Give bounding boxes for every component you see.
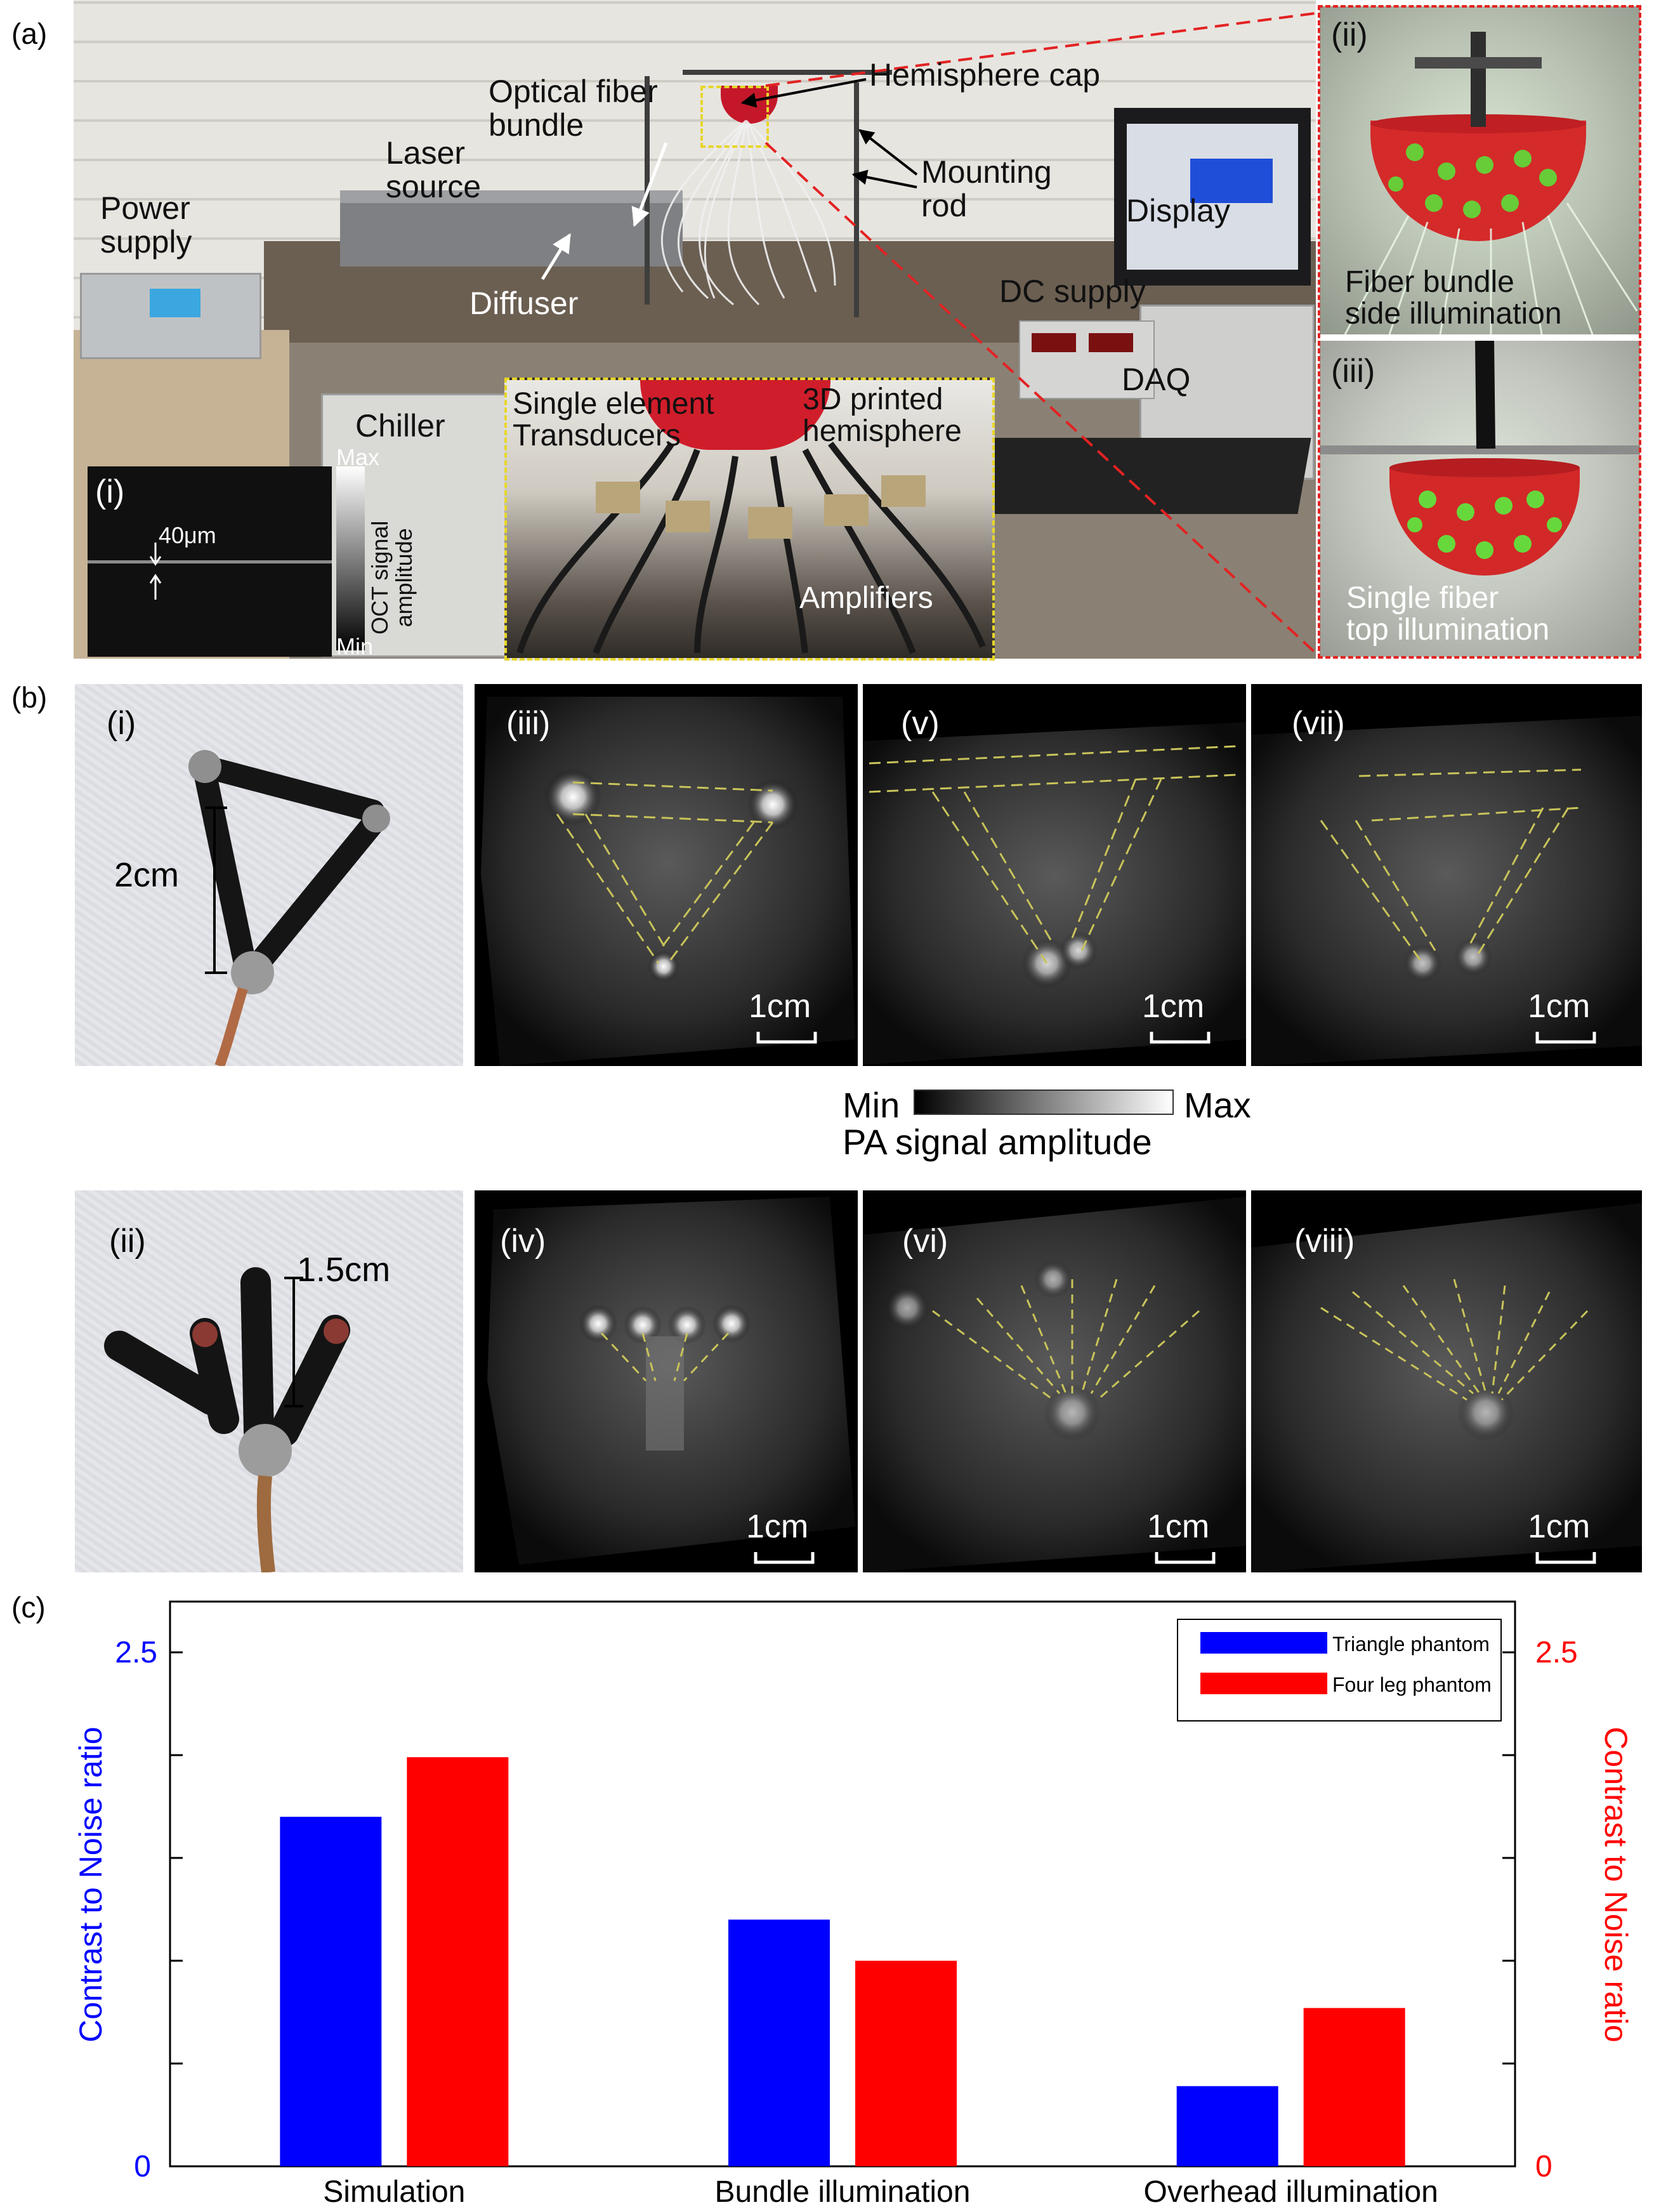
photo-ii-dimension: 1.5cm [297,1251,391,1289]
pa-iv-label: (iv) [500,1223,546,1260]
category-label-0: Simulation [323,2175,465,2209]
oct-inset [88,466,332,657]
bar-fourleg-0 [407,1757,509,2166]
y-tick-label-right-2-5: 2.5 [1535,1636,1578,1669]
y-axis-left-title: Contrast to Noise ratio [73,1727,108,2042]
scalebar-viii-label: 1cm [1528,1508,1591,1545]
scalebar-v-label: 1cm [1142,988,1205,1025]
legend-label-triangle: Triangle phantom [1332,1633,1490,1656]
scalebar-vi-label: 1cm [1147,1508,1210,1545]
callout-arrows [541,78,918,280]
panel-a-label: (a) [11,17,48,50]
pa-vi-label: (vi) [902,1223,948,1260]
oct-inset-label: (i) [95,473,125,510]
callout-amplifiers: Amplifiers [799,581,933,615]
bar-triangle-2 [1176,2086,1278,2166]
pa-iii-label: (iii) [506,705,551,742]
panel-b-label: (b) [11,681,48,714]
panel-c-label: (c) [11,1591,46,1624]
pa-image-viii [1251,1190,1642,1572]
oct-thickness-label: 40μm [159,522,216,548]
scalebar-iii-label: 1cm [749,988,811,1025]
pa-colorbar-min: Min [843,1085,900,1125]
bar-fourleg-2 [1303,2008,1405,2166]
legend-label-fourleg: Four leg phantom [1332,1673,1492,1696]
callout-chiller: Chiller [355,408,445,444]
bar-triangle-1 [728,1919,830,2166]
pa-vii-label: (vii) [1292,705,1345,742]
callout-single-element-transducers: Single element Transducers [513,387,714,453]
callout-mounting-rod: Mounting rod [921,154,1052,223]
zoom-lines [765,11,1321,658]
cnr-bar-chart: 0 2.5 0 2.5 Simulation Bundle illumination Ov… [73,1600,1634,2209]
callout-daq: DAQ [1122,362,1191,397]
zoom-inset-frame [1318,5,1641,659]
category-label-1: Bundle illumination [715,2175,971,2209]
y-tick-label-left-0: 0 [134,2150,151,2183]
scalebar-iv-label: 1cm [746,1508,809,1545]
bar-fourleg-1 [855,1961,957,2166]
pa-viii-label: (viii) [1294,1223,1355,1260]
oct-colorbar-max: Max [336,444,380,470]
category-label-2: Overhead illumination [1144,2175,1438,2209]
inset-iii-label: (iii) [1331,353,1375,390]
scalebars [754,1032,1596,1564]
oct-colorbar [336,466,365,650]
side-illumination-inset [1320,6,1640,334]
callout-diffuser: Diffuser [469,286,579,321]
transducer-inset [504,378,995,661]
oct-colorbar-min: Min [336,633,374,659]
y-axis-right-title: Contrast to Noise ratio [1598,1727,1634,2042]
triangle-phantom-photo [75,684,463,1066]
callout-dc-supply: DC supply [999,273,1146,309]
y-tick-label-right-0: 0 [1535,2150,1552,2183]
inset-ii-caption: Fiber bundle side illumination [1345,265,1562,331]
plot-frame [169,1600,1516,2168]
bar-triangle-0 [280,1817,382,2166]
four-leg-phantom-photo [75,1190,463,1572]
callout-hemisphere-cap: Hemisphere cap [869,57,1101,93]
pa-image-iii [475,684,858,1066]
photo-ii-label: (ii) [109,1223,146,1260]
pa-image-vii [1251,684,1642,1066]
callout-optical-fiber-bundle: Optical fiber bundle [489,74,658,143]
pa-colorbar [914,1090,1174,1115]
pa-image-iv [475,1190,858,1572]
scalebar-vii-label: 1cm [1528,988,1591,1025]
hemisphere-roi-box [700,86,769,148]
pa-v-label: (v) [901,705,940,742]
pa-colorbar-max: Max [1184,1085,1251,1125]
y-tick-label-left-2-5: 2.5 [115,1636,157,1669]
callout-3d-printed-hemisphere: 3D printed hemisphere [803,383,962,449]
inset-iii-caption: Single fiber top illumination [1346,581,1550,647]
callout-display: Display [1126,193,1230,228]
photo-i-dimension: 2cm [114,856,180,894]
legend-swatch-fourleg [1200,1673,1327,1694]
pa-colorbar-title: PA signal amplitude [843,1122,1152,1162]
callout-power-supply: Power supply [100,190,192,260]
photo-i-label: (i) [107,705,136,742]
top-illumination-inset [1320,341,1640,657]
legend-swatch-triangle [1200,1632,1327,1654]
pa-image-v [863,684,1246,1066]
oct-thickness-arrows [149,543,162,600]
pa-image-vi [863,1190,1246,1572]
inset-ii-label: (ii) [1331,16,1368,53]
callout-laser-source: Laser source [386,135,482,204]
